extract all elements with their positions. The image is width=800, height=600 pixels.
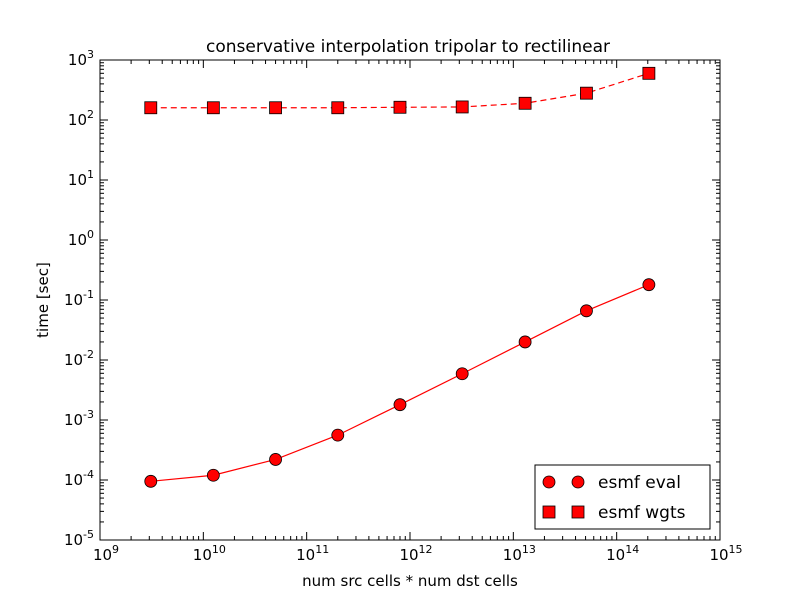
series-line [150, 72, 650, 109]
y-tick-label: 10-5 [64, 528, 94, 549]
legend-entry: esmf wgts [542, 503, 686, 523]
legend-label: esmf eval [598, 473, 681, 493]
x-tick-label: 1014 [606, 543, 639, 564]
legend-label: esmf wgts [598, 503, 686, 523]
legend-marker [571, 505, 585, 519]
legend-marker [571, 475, 585, 489]
y-tick-label: 10-3 [64, 408, 94, 429]
y-tick-label: 102 [68, 108, 94, 129]
data-point [455, 367, 469, 381]
data-point [580, 86, 593, 100]
data-point [642, 278, 656, 292]
y-axis: 10-5 10-4 10-3 10-2 10-1 100 101 102 103 [64, 48, 720, 549]
data-point [331, 428, 345, 442]
data-point [518, 335, 532, 349]
x-tick-label: 1012 [399, 543, 432, 564]
y-tick-label: 10-4 [64, 468, 94, 489]
data-point [393, 398, 407, 412]
data-point [518, 96, 532, 110]
y-tick-label: 103 [68, 48, 94, 69]
data-point [642, 66, 656, 80]
x-tick-label: 1010 [193, 543, 226, 564]
x-axis-label: num src cells * num dst cells [302, 572, 518, 590]
legend: esmf eval esmf wgts [534, 464, 711, 530]
series-0 [144, 278, 656, 488]
data-point [393, 100, 407, 114]
data-point [206, 101, 220, 115]
y-axis-label: time [sec] [34, 262, 52, 338]
series-1 [144, 66, 656, 115]
y-tick-label: 10-1 [64, 288, 94, 309]
series-layer [144, 66, 656, 488]
legend-marker [542, 475, 556, 489]
data-point [455, 100, 469, 114]
y-tick-label: 10-2 [64, 348, 94, 369]
data-point [144, 101, 158, 115]
data-point [580, 304, 593, 318]
data-point [269, 453, 282, 466]
data-point [331, 101, 345, 115]
x-tick-label: 1015 [709, 543, 742, 564]
legend-marker [542, 505, 556, 519]
x-tick-label: 109 [93, 543, 119, 564]
y-tick-label: 100 [68, 228, 94, 249]
y-tick-label: 101 [68, 168, 94, 189]
plot-area [99, 59, 721, 541]
x-axis: 109 1010 1011 1012 1013 1014 1015 [93, 60, 743, 564]
data-point [206, 468, 220, 482]
data-point [144, 474, 158, 488]
chart-title: conservative interpolation tripolar to r… [206, 37, 610, 57]
x-tick-label: 1011 [296, 543, 329, 564]
x-tick-label: 1013 [503, 543, 536, 564]
data-point [269, 101, 282, 115]
legend-box [534, 464, 711, 530]
legend-entry: esmf eval [542, 473, 681, 493]
